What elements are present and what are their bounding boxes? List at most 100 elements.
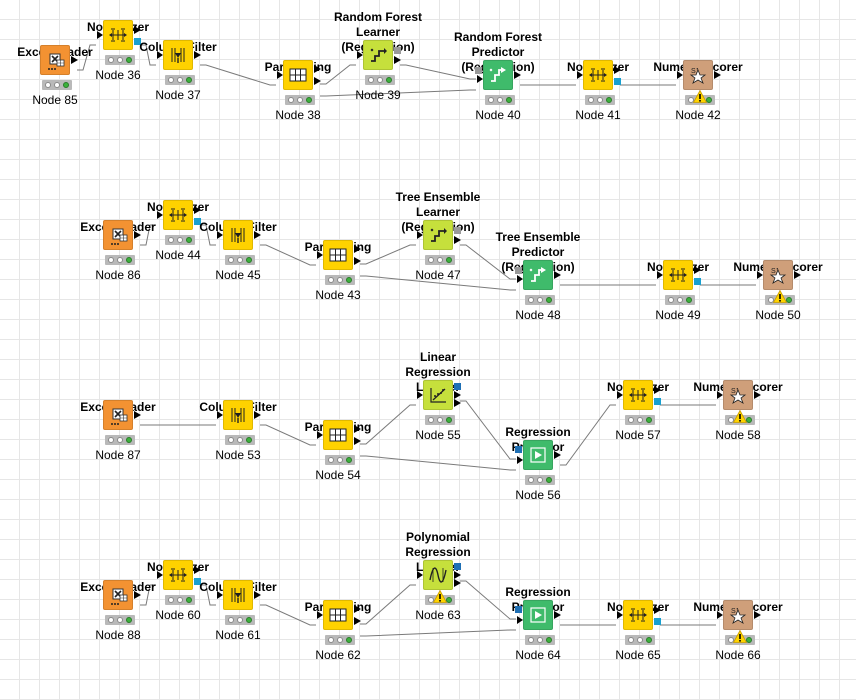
node-body[interactable] — [423, 560, 453, 590]
pmml-output-port[interactable] — [454, 383, 461, 390]
data-output-port[interactable] — [754, 611, 761, 619]
node-body[interactable] — [163, 40, 193, 70]
warning-icon[interactable] — [693, 90, 707, 103]
node-id-label[interactable]: Node 60 — [155, 608, 201, 622]
node-id-label[interactable]: Node 57 — [615, 428, 661, 442]
data-output-port[interactable] — [134, 26, 141, 34]
node-id-label[interactable]: Node 62 — [315, 648, 361, 662]
node-normalizer[interactable]: NormalizerNode 44 — [128, 200, 228, 262]
node-id-label[interactable]: Node 47 — [415, 268, 461, 282]
node-id-label[interactable]: Node 44 — [155, 248, 201, 262]
node-body[interactable] — [103, 400, 133, 430]
node-colfilter[interactable]: Column Filter Node 37 — [128, 40, 228, 102]
node-scorer[interactable]: Numeric Scorer S1 Node 50 — [728, 260, 828, 322]
input-port[interactable] — [517, 456, 523, 464]
node-partition[interactable]: PartitioningNode 38 — [248, 60, 348, 122]
input-port[interactable] — [277, 71, 283, 79]
node-body[interactable] — [103, 580, 133, 610]
view-output-port[interactable] — [194, 218, 201, 225]
input-port[interactable] — [477, 75, 483, 83]
node-partition[interactable]: PartitioningNode 43 — [288, 240, 388, 302]
node-learner[interactable]: Tree Ensemble Learner (Regression) Node 4… — [388, 190, 488, 282]
node-id-label[interactable]: Node 42 — [675, 108, 721, 122]
node-id-label[interactable]: Node 50 — [755, 308, 801, 322]
input-port[interactable] — [317, 431, 323, 439]
data-output-port[interactable] — [134, 231, 141, 239]
input-port[interactable] — [617, 611, 623, 619]
node-id-label[interactable]: Node 86 — [95, 268, 141, 282]
model-input-port[interactable] — [475, 67, 482, 74]
node-normalizer[interactable]: NormalizerNode 65 — [588, 600, 688, 662]
node-id-label[interactable]: Node 43 — [315, 288, 361, 302]
node-body[interactable] — [423, 220, 453, 250]
data-output-port[interactable] — [554, 611, 561, 619]
input-port[interactable] — [317, 611, 323, 619]
data-output-port[interactable] — [354, 605, 361, 613]
input-port[interactable] — [417, 231, 423, 239]
node-body[interactable] — [40, 45, 70, 75]
node-scorer[interactable]: Numeric Scorer S1 Node 58 — [688, 380, 788, 442]
node-body[interactable] — [223, 220, 253, 250]
input-port[interactable] — [217, 591, 223, 599]
view-output-port[interactable] — [654, 398, 661, 405]
data-output-port[interactable] — [354, 425, 361, 433]
node-id-label[interactable]: Node 53 — [215, 448, 261, 462]
node-body[interactable] — [423, 380, 453, 410]
node-body[interactable] — [103, 20, 133, 50]
input-port[interactable] — [417, 571, 423, 579]
node-body[interactable] — [223, 580, 253, 610]
view-output-port[interactable] — [134, 38, 141, 45]
node-body[interactable] — [163, 560, 193, 590]
warning-icon[interactable] — [773, 290, 787, 303]
data-output-port[interactable] — [714, 71, 721, 79]
node-body[interactable] — [583, 60, 613, 90]
input-port[interactable] — [657, 271, 663, 279]
model-input-port[interactable] — [515, 267, 522, 274]
node-partition[interactable]: PartitioningNode 62 — [288, 600, 388, 662]
node-id-label[interactable]: Node 88 — [95, 628, 141, 642]
data-output-port[interactable] — [354, 437, 361, 445]
data-output-port[interactable] — [394, 56, 401, 64]
node-id-label[interactable]: Node 37 — [155, 88, 201, 102]
node-colfilter[interactable]: Column Filter Node 45 — [188, 220, 288, 282]
data-output-port[interactable] — [354, 245, 361, 253]
input-port[interactable] — [517, 616, 523, 624]
node-scorer[interactable]: Numeric Scorer S1 Node 66 — [688, 600, 788, 662]
node-id-label[interactable]: Node 54 — [315, 468, 361, 482]
view-output-port[interactable] — [694, 278, 701, 285]
input-port[interactable] — [677, 71, 683, 79]
node-title[interactable]: Tree Ensemble Learner (Regression) — [395, 190, 481, 234]
input-port[interactable] — [617, 391, 623, 399]
data-output-port[interactable] — [134, 411, 141, 419]
node-id-label[interactable]: Node 63 — [415, 608, 461, 622]
node-excel[interactable]: Excel Reader Node 85 — [5, 45, 105, 107]
data-output-port[interactable] — [354, 617, 361, 625]
data-output-port[interactable] — [254, 231, 261, 239]
node-id-label[interactable]: Node 39 — [355, 88, 401, 102]
node-body[interactable]: S1 — [723, 380, 753, 410]
node-predictor[interactable]: Random Forest Predictor (Regression) Node… — [448, 30, 548, 122]
pmml-input-port[interactable] — [515, 446, 522, 453]
node-scorer[interactable]: Numeric Scorer S1 Node 42 — [648, 60, 748, 122]
node-id-label[interactable]: Node 64 — [515, 648, 561, 662]
node-id-label[interactable]: Node 87 — [95, 448, 141, 462]
input-port[interactable] — [357, 51, 363, 59]
input-port[interactable] — [317, 251, 323, 259]
view-output-port[interactable] — [614, 78, 621, 85]
warning-icon[interactable] — [733, 410, 747, 423]
node-body[interactable] — [523, 600, 553, 630]
node-id-label[interactable]: Node 55 — [415, 428, 461, 442]
input-port[interactable] — [157, 571, 163, 579]
data-output-port[interactable] — [554, 451, 561, 459]
input-port[interactable] — [157, 51, 163, 59]
data-output-port[interactable] — [314, 77, 321, 85]
node-id-label[interactable]: Node 48 — [515, 308, 561, 322]
input-port[interactable] — [157, 211, 163, 219]
data-output-port[interactable] — [454, 391, 461, 399]
node-id-label[interactable]: Node 56 — [515, 488, 561, 502]
input-port[interactable] — [517, 275, 523, 283]
node-partition[interactable]: PartitioningNode 54 — [288, 420, 388, 482]
